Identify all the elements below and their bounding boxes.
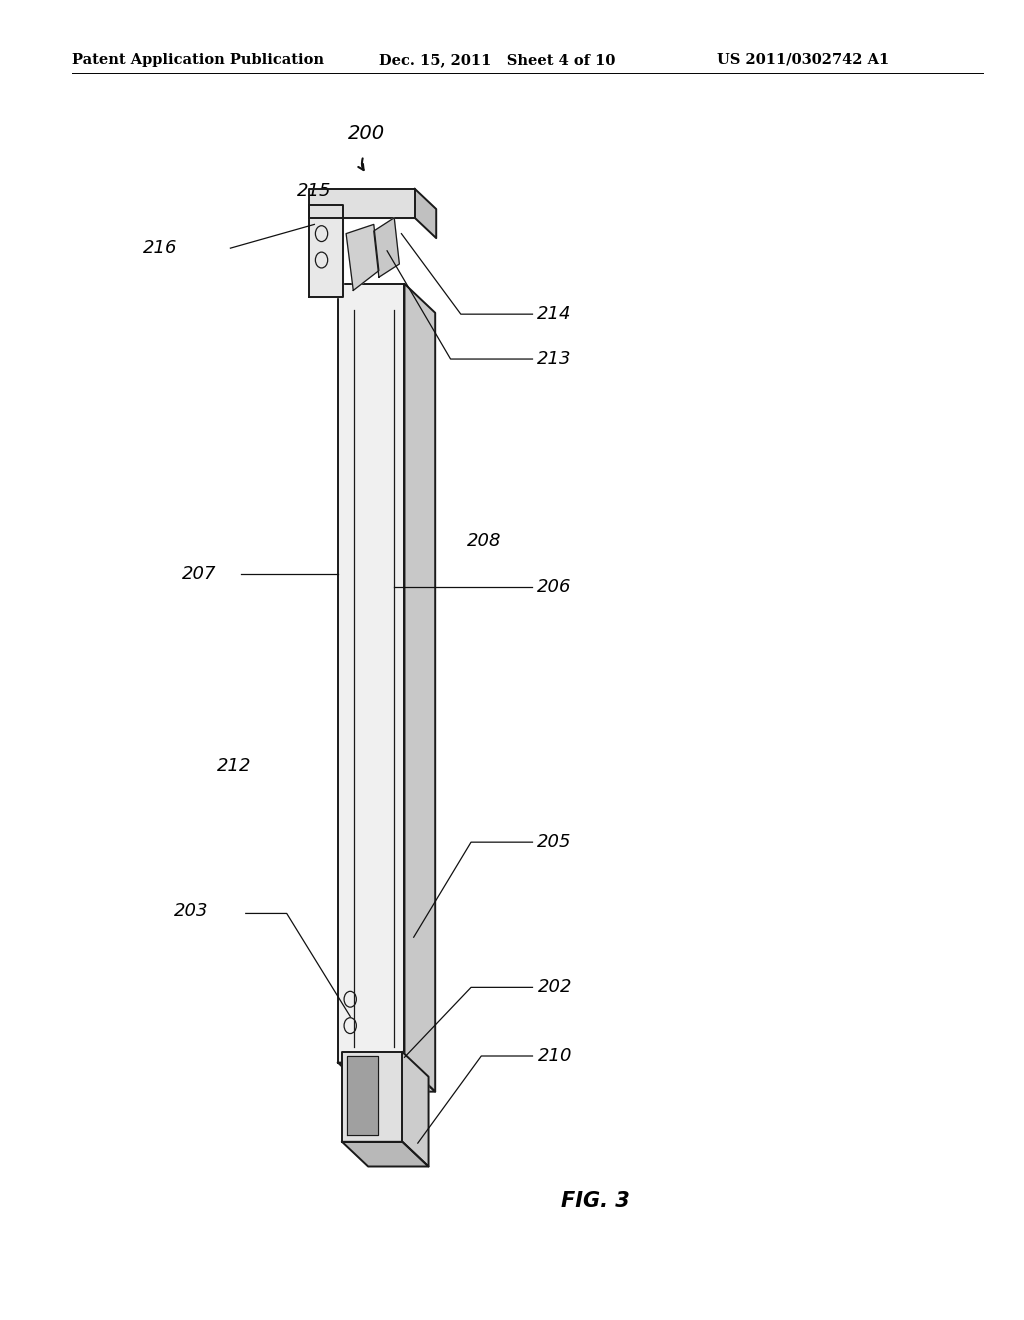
Polygon shape	[374, 218, 399, 277]
Text: Patent Application Publication: Patent Application Publication	[72, 53, 324, 67]
Polygon shape	[347, 1056, 378, 1135]
Polygon shape	[346, 224, 379, 290]
Text: Dec. 15, 2011   Sheet 4 of 10: Dec. 15, 2011 Sheet 4 of 10	[379, 53, 615, 67]
Polygon shape	[342, 1052, 402, 1142]
Text: 213: 213	[537, 350, 571, 368]
Text: 200: 200	[348, 124, 385, 143]
Polygon shape	[404, 284, 435, 1092]
Text: 212: 212	[217, 756, 252, 775]
Text: 202: 202	[538, 978, 572, 997]
Polygon shape	[342, 1142, 429, 1167]
Text: 208: 208	[467, 532, 502, 550]
Polygon shape	[338, 1063, 435, 1092]
Text: US 2011/0302742 A1: US 2011/0302742 A1	[717, 53, 889, 67]
Polygon shape	[338, 284, 404, 1063]
Text: 207: 207	[182, 565, 217, 583]
Polygon shape	[415, 189, 436, 238]
Text: 215: 215	[297, 182, 332, 201]
Text: 216: 216	[143, 239, 178, 257]
Text: 214: 214	[537, 305, 571, 323]
Polygon shape	[402, 1052, 429, 1167]
Polygon shape	[309, 189, 415, 218]
Text: 206: 206	[537, 578, 571, 597]
Text: FIG. 3: FIG. 3	[561, 1191, 630, 1212]
Polygon shape	[309, 205, 343, 297]
Text: 203: 203	[174, 902, 209, 920]
Text: 205: 205	[537, 833, 571, 851]
Text: 210: 210	[538, 1047, 572, 1065]
